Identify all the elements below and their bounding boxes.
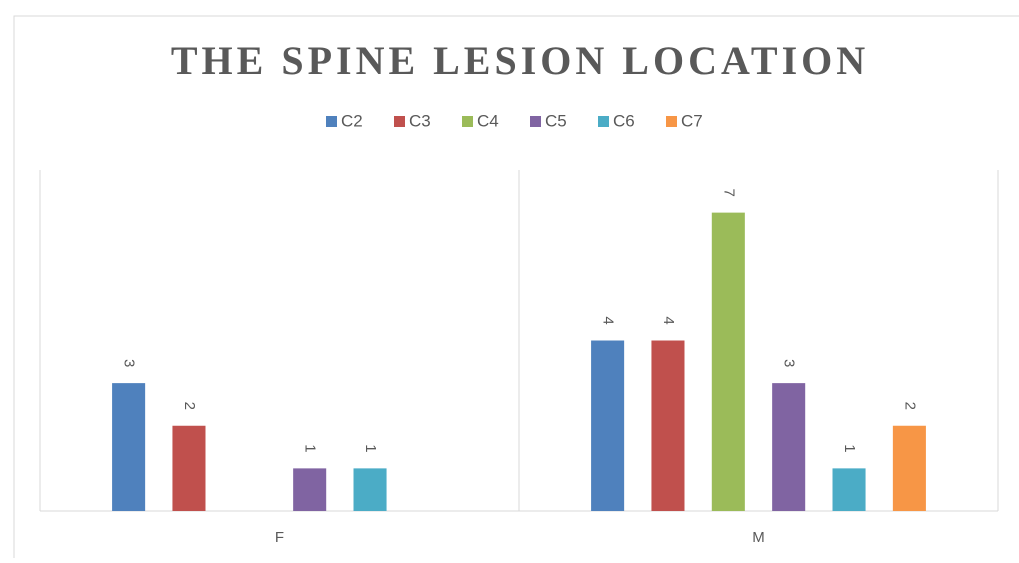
bar — [772, 383, 806, 511]
legend-label: C5 — [545, 111, 567, 130]
chart-title: THE SPINE LESION LOCATION — [171, 38, 869, 83]
legend-label: C2 — [341, 111, 363, 130]
legend-swatch — [666, 116, 677, 127]
legend-swatch — [326, 116, 337, 127]
data-label: 3 — [121, 359, 138, 367]
data-label: 1 — [841, 444, 858, 452]
bar — [651, 340, 685, 511]
bar — [172, 425, 206, 511]
x-tick-label: F — [275, 529, 284, 546]
legend-swatch — [394, 116, 405, 127]
bar — [892, 425, 926, 511]
data-label: 3 — [781, 359, 798, 367]
data-label: 1 — [362, 444, 379, 452]
bar — [832, 468, 866, 511]
bar — [591, 340, 625, 511]
legend-label: C3 — [409, 111, 431, 130]
legend-label: C7 — [681, 111, 703, 130]
chart-frame — [13, 15, 1019, 563]
data-label: 1 — [302, 444, 319, 452]
bar — [711, 212, 745, 511]
data-label: 4 — [660, 316, 677, 324]
data-label: 2 — [181, 402, 198, 410]
data-label: 2 — [901, 402, 918, 410]
data-label: 4 — [600, 316, 617, 324]
legend-swatch — [598, 116, 609, 127]
legend-label: C4 — [477, 111, 499, 130]
bar — [353, 468, 387, 511]
legend-swatch — [462, 116, 473, 127]
legend-label: C6 — [613, 111, 635, 130]
legend-swatch — [530, 116, 541, 127]
bar — [112, 383, 146, 511]
x-tick-label: M — [752, 529, 765, 546]
data-label: 7 — [720, 188, 737, 196]
bar — [293, 468, 327, 511]
